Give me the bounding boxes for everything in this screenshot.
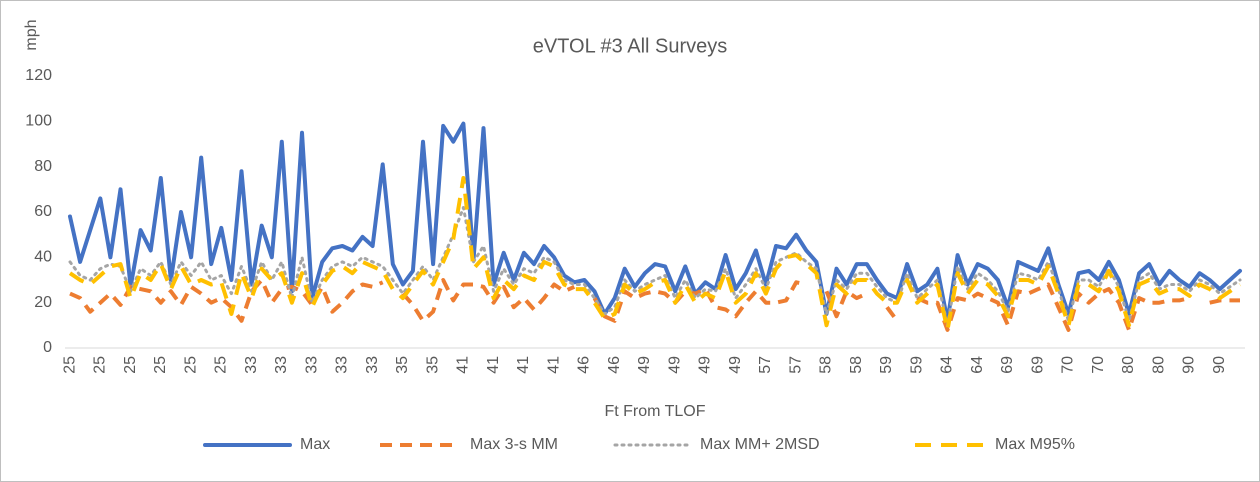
legend-label: Max 3-s MM [470, 436, 558, 453]
x-tick-label: 80 [1150, 356, 1167, 374]
x-tick-label: 25 [152, 356, 169, 374]
y-tick-label: 20 [34, 294, 52, 311]
x-tick-label: 35 [424, 356, 441, 374]
x-tick-label: 69 [1029, 356, 1046, 374]
y-tick-label: 100 [25, 113, 52, 130]
x-tick-label: 80 [1120, 356, 1137, 374]
x-tick-label: 41 [485, 356, 502, 374]
series-line [68, 121, 1242, 323]
x-tick-label: 41 [545, 356, 562, 374]
series-line [824, 289, 868, 319]
x-tick-label: 57 [757, 356, 774, 374]
x-axis-label: Ft From TLOF [604, 403, 705, 420]
x-tick-label: 33 [273, 356, 290, 374]
x-tick-label: 33 [334, 356, 351, 374]
x-tick-label: 25 [122, 356, 139, 374]
x-tick-label: 59 [908, 356, 925, 374]
series-line [68, 206, 1242, 327]
x-tick-label: 58 [818, 356, 835, 374]
x-tick-label: 49 [636, 356, 653, 374]
x-tick-label: 25 [61, 356, 78, 374]
y-tick-label: 120 [25, 67, 52, 84]
x-tick-label: 33 [243, 356, 260, 374]
series-line [68, 176, 1242, 332]
series-line [401, 278, 576, 323]
x-tick-label: 41 [515, 356, 532, 374]
x-tick-label: 49 [666, 356, 683, 374]
x-tick-label: 59 [878, 356, 895, 374]
y-tick-label: 80 [34, 158, 52, 175]
x-tick-label: 49 [727, 356, 744, 374]
x-tick-label: 25 [213, 356, 230, 374]
x-tick-label: 49 [697, 356, 714, 374]
x-tick-label: 25 [92, 356, 109, 374]
x-tick-label: 90 [1181, 356, 1198, 374]
x-tick-label: 33 [303, 356, 320, 374]
series-line [916, 282, 1190, 332]
y-tick-label: 0 [43, 339, 52, 356]
x-tick-label: 70 [1090, 356, 1107, 374]
x-tick-label: 64 [969, 356, 986, 374]
x-tick-label: 90 [1211, 356, 1228, 374]
series-line [1209, 298, 1240, 305]
series-line [69, 278, 384, 323]
series-line [885, 306, 899, 322]
x-tick-label: 57 [787, 356, 804, 374]
x-tick-label: 70 [1060, 356, 1077, 374]
legend-label: Max M95% [995, 436, 1075, 453]
x-tick-label: 46 [606, 356, 623, 374]
x-tick-label: 33 [364, 356, 381, 374]
x-tick-label: 41 [455, 356, 472, 374]
chart-title: eVTOL #3 All Surveys [533, 35, 728, 57]
series-line [592, 280, 807, 323]
x-tick-label: 46 [576, 356, 593, 374]
x-tick-label: 64 [939, 356, 956, 374]
y-axis-label: mph [23, 19, 40, 50]
legend-label: Max MM+ 2MSD [700, 436, 820, 453]
legend-label: Max [300, 436, 330, 453]
x-tick-label: 58 [848, 356, 865, 374]
y-tick-label: 60 [34, 203, 52, 220]
y-tick-label: 40 [34, 249, 52, 266]
x-tick-label: 25 [182, 356, 199, 374]
x-tick-label: 69 [999, 356, 1016, 374]
x-tick-label: 35 [394, 356, 411, 374]
